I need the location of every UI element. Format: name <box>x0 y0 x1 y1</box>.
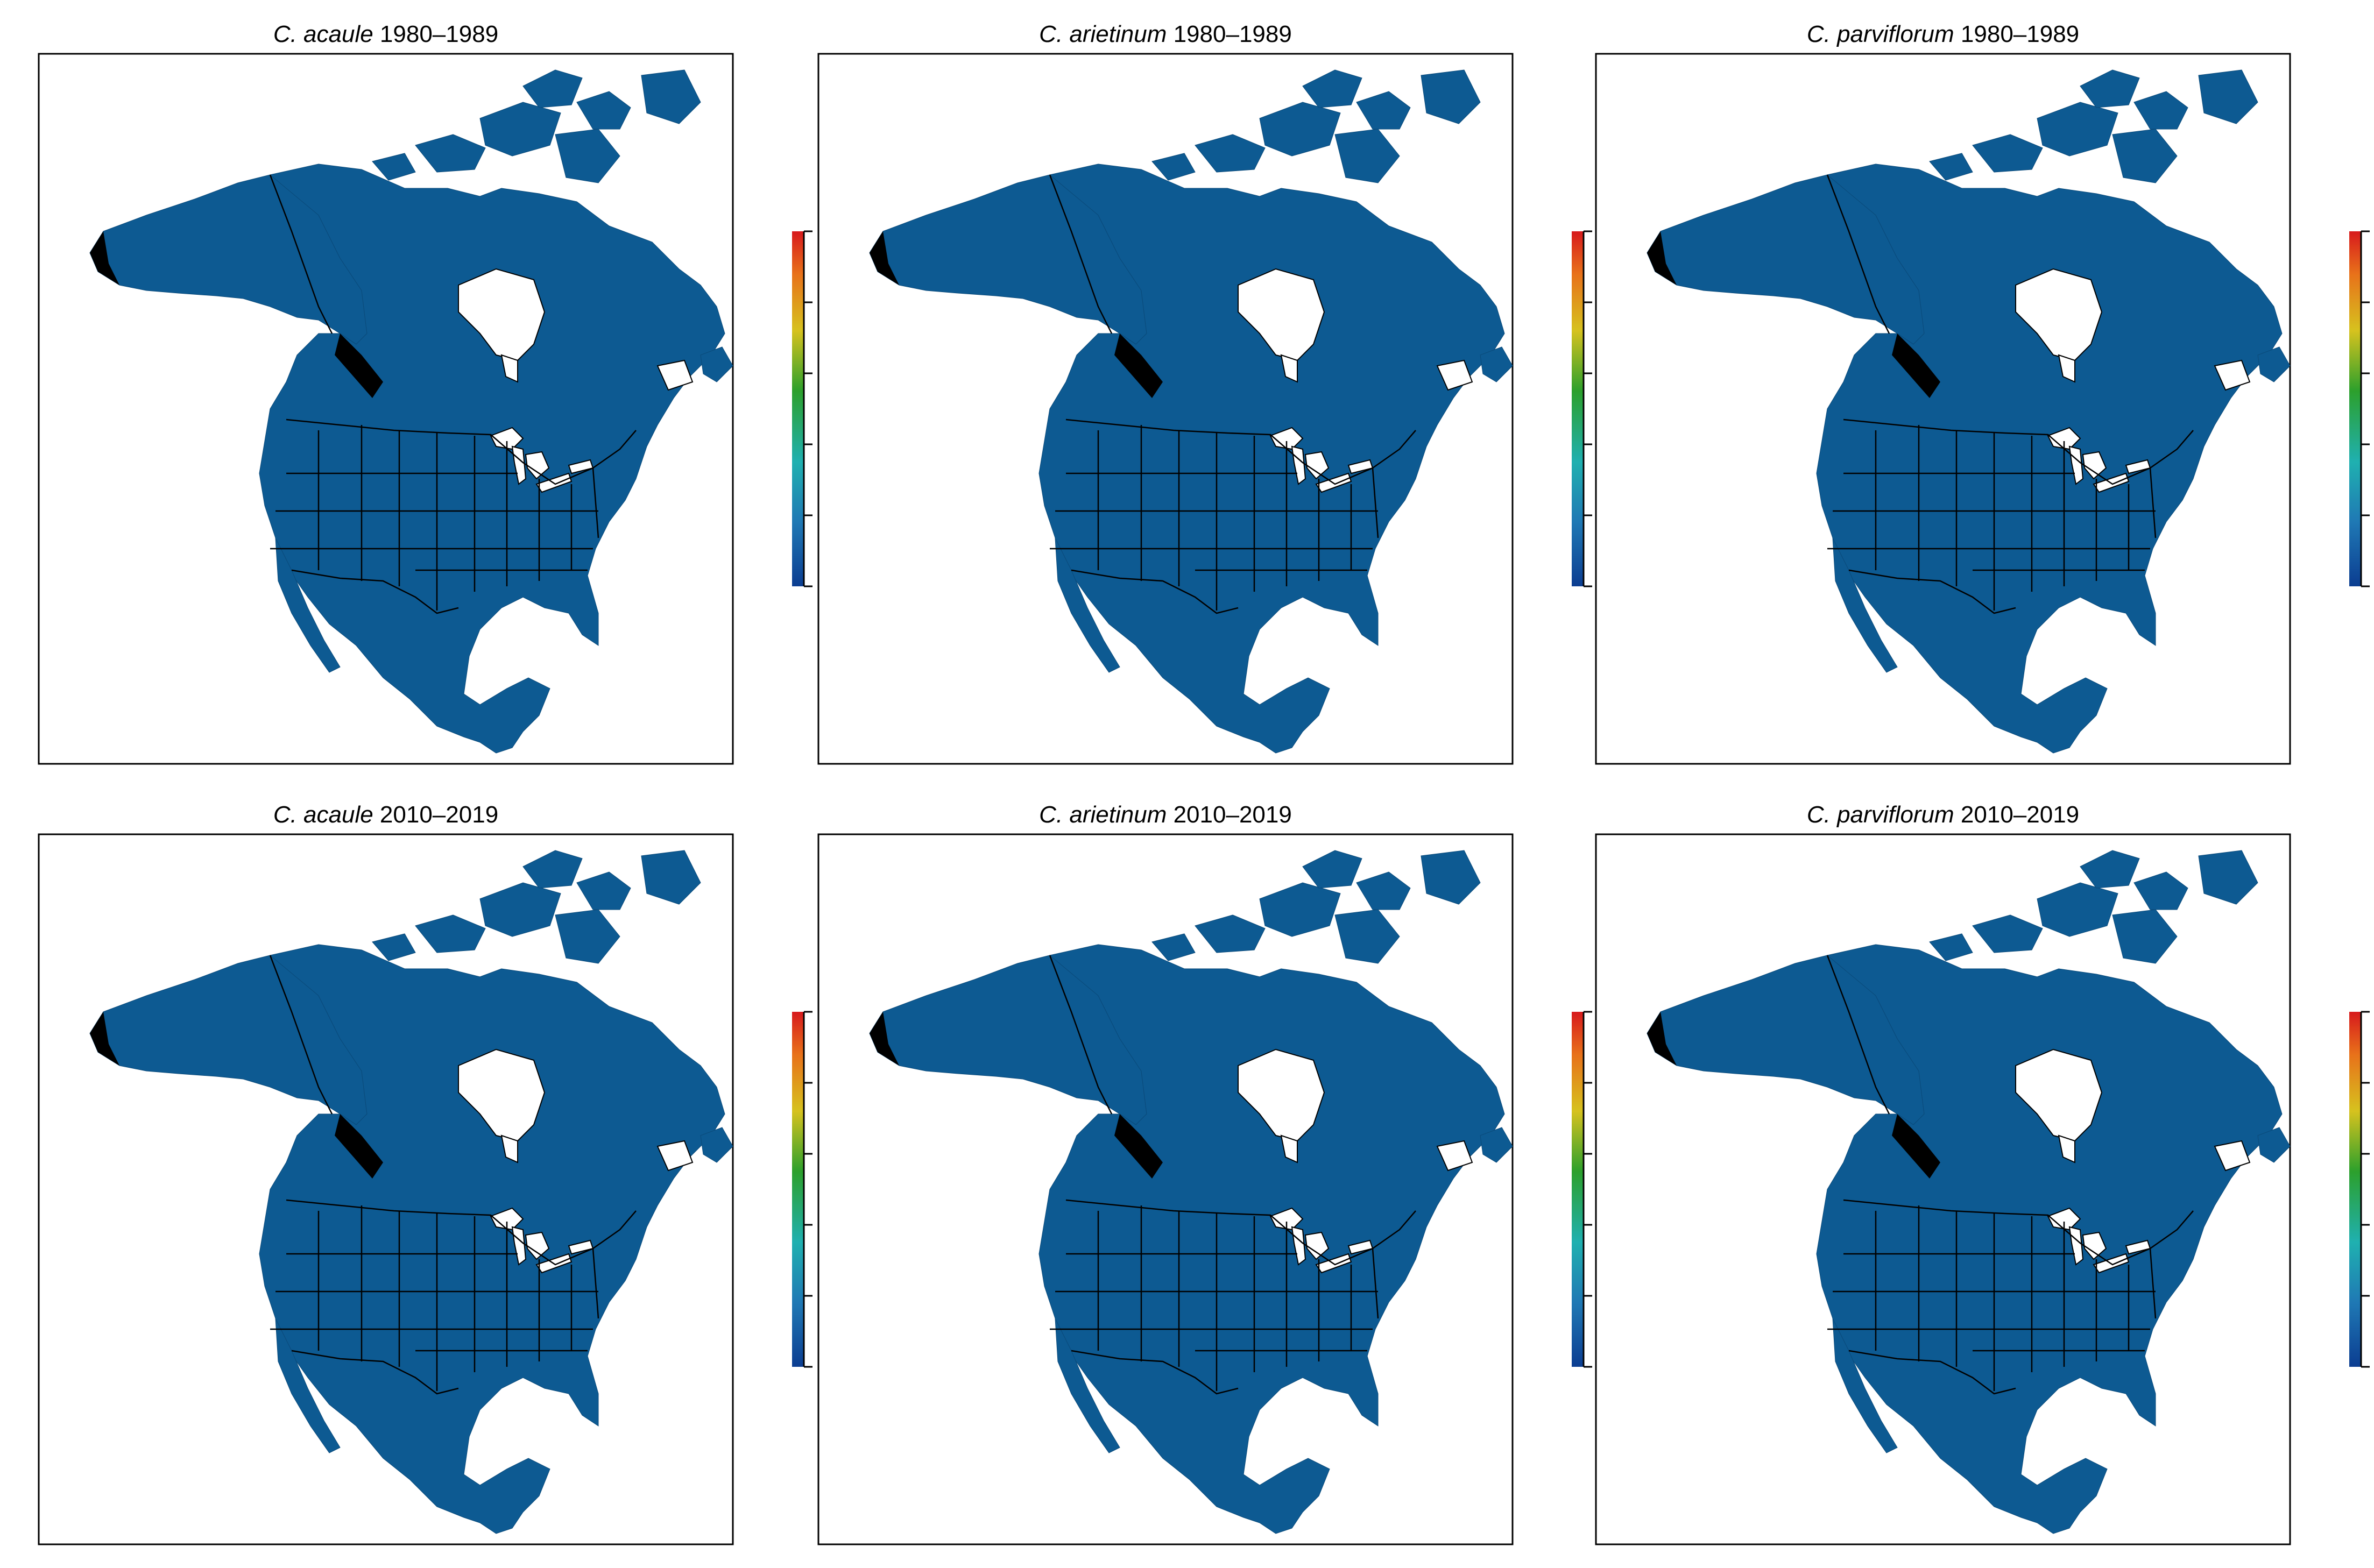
alaska-coast <box>870 231 899 285</box>
map-panel: C. acaule 2010–20190.00.20.40.60.81.0 <box>38 801 845 1545</box>
coastline-dark <box>1892 1114 1940 1179</box>
alaska-coast <box>90 231 119 285</box>
alaska-coast <box>870 1012 899 1066</box>
panel-title: C. arietinum 2010–2019 <box>1039 801 1292 828</box>
colorbar: 0.00.20.40.60.81.0 <box>2349 1011 2370 1368</box>
coastline-dark <box>335 334 383 398</box>
alaska-coast <box>1647 1012 1677 1066</box>
colorbar: 0.00.20.40.60.81.0 <box>2349 230 2370 587</box>
coastline-dark <box>1114 1114 1163 1179</box>
period-label: 2010–2019 <box>1954 801 2079 828</box>
species-name: C. parviflorum <box>1807 21 1954 47</box>
map-panel: C. arietinum 1980–19890.00.20.40.60.81.0 <box>817 21 1624 765</box>
colorbar-gradient <box>792 231 804 586</box>
panel-title: C. parviflorum 1980–1989 <box>1807 21 2079 47</box>
species-name: C. arietinum <box>1039 21 1167 47</box>
period-label: 1980–1989 <box>1954 21 2079 47</box>
colorbar-gradient <box>1572 231 1584 586</box>
colorbar-gradient <box>2349 231 2361 586</box>
panel-title: C. arietinum 1980–1989 <box>1039 21 1292 47</box>
panel-title: C. acaule 2010–2019 <box>273 801 498 828</box>
period-label: 2010–2019 <box>1167 801 1291 828</box>
species-name: C. acaule <box>273 801 373 828</box>
colorbar-gradient <box>792 1012 804 1367</box>
colorbar-gradient <box>2349 1012 2361 1367</box>
map-panel: C. acaule 1980–19890.00.20.40.60.81.0 <box>38 21 845 765</box>
panel-title: C. acaule 1980–1989 <box>273 21 498 47</box>
coastline-dark <box>1892 334 1940 398</box>
species-name: C. parviflorum <box>1807 801 1954 828</box>
alaska-coast <box>1647 231 1677 285</box>
species-name: C. arietinum <box>1039 801 1167 828</box>
alaska-coast <box>90 1012 119 1066</box>
map-panel: C. parviflorum 2010–2019 0.00.20.40.60.81… <box>1595 801 2370 1545</box>
period-label: 1980–1989 <box>373 21 498 47</box>
coastline-dark <box>1114 334 1163 398</box>
species-name: C. acaule <box>273 21 373 47</box>
coastline-dark <box>335 1114 383 1179</box>
panel-title: C. parviflorum 2010–2019 <box>1807 801 2079 828</box>
map-panel: C. arietinum 2010–20190.00.20.40.60.81.0 <box>817 801 1624 1545</box>
panels-layer: C. acaule 1980–19890.00.20.40.60.81.0C. … <box>38 21 2370 1545</box>
colorbar-gradient <box>1572 1012 1584 1367</box>
period-label: 1980–1989 <box>1167 21 1291 47</box>
period-label: 2010–2019 <box>373 801 498 828</box>
map-panel: C. parviflorum 1980–1989 0.00.20.40.60.81… <box>1595 21 2370 765</box>
